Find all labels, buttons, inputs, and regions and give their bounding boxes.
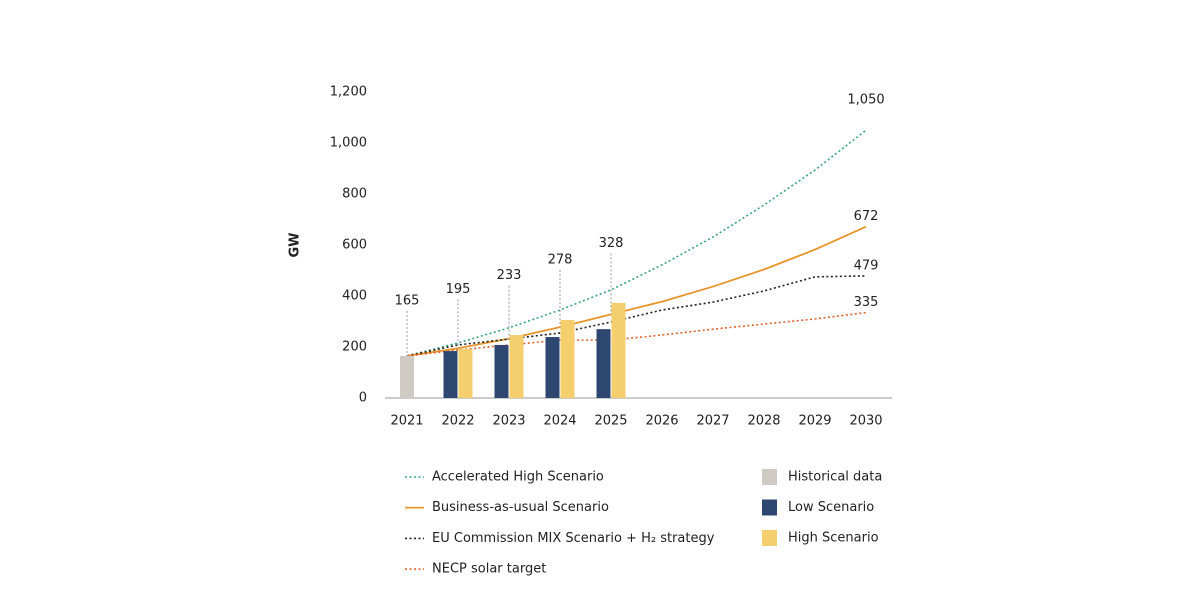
bar — [443, 351, 458, 398]
x-tick-label: 2026 — [645, 414, 678, 429]
y-tick-label: 600 — [342, 238, 367, 253]
data-label: 328 — [599, 236, 624, 251]
bar — [494, 344, 509, 398]
bar — [509, 335, 524, 398]
y-tick-label: 400 — [342, 289, 367, 304]
x-tick-label: 2029 — [798, 414, 831, 429]
legend-label: EU Commission MIX Scenario + H₂ strategy — [432, 531, 715, 546]
data-label: 165 — [395, 293, 420, 308]
x-tick-label: 2023 — [492, 414, 525, 429]
y-tick-label: 1,000 — [330, 136, 367, 151]
bar — [596, 329, 611, 398]
data-label: 479 — [854, 258, 879, 273]
legend-label: Historical data — [788, 470, 882, 485]
x-tick-label: 2030 — [849, 414, 882, 429]
bar — [458, 349, 473, 398]
bar — [545, 337, 560, 398]
x-tick-label: 2021 — [390, 414, 423, 429]
x-tick-label: 2022 — [441, 414, 474, 429]
data-label: 1,050 — [847, 93, 884, 108]
x-tick-label: 2024 — [543, 414, 576, 429]
x-tick-label: 2027 — [696, 414, 729, 429]
legend-swatch — [762, 469, 777, 485]
bar — [400, 355, 414, 398]
legend-swatch — [762, 530, 777, 546]
legend-label: Accelerated High Scenario — [432, 470, 604, 485]
x-tick-label: 2025 — [594, 414, 627, 429]
legend-label: NECP solar target — [432, 562, 546, 577]
data-label: 195 — [446, 282, 471, 297]
y-tick-label: 800 — [342, 187, 367, 202]
legend-label: Low Scenario — [788, 500, 874, 515]
bar — [611, 302, 626, 398]
data-label: 278 — [548, 253, 573, 268]
legend-swatch — [762, 499, 777, 516]
data-label: 233 — [497, 268, 522, 283]
line-series — [406, 275, 867, 357]
x-tick-label: 2028 — [747, 414, 780, 429]
bar — [560, 319, 575, 398]
y-tick-label: 0 — [359, 391, 367, 406]
y-tick-label: 200 — [342, 340, 367, 355]
y-tick-label: 1,200 — [330, 85, 367, 100]
legend-label: Business-as-usual Scenario — [432, 500, 609, 515]
line-series — [406, 225, 867, 357]
data-label: 335 — [854, 295, 879, 310]
data-label: 672 — [854, 209, 879, 224]
legend-label: High Scenario — [788, 531, 879, 546]
line-series — [406, 129, 867, 357]
line-series — [406, 311, 867, 357]
y-axis-label: GW — [288, 232, 303, 257]
